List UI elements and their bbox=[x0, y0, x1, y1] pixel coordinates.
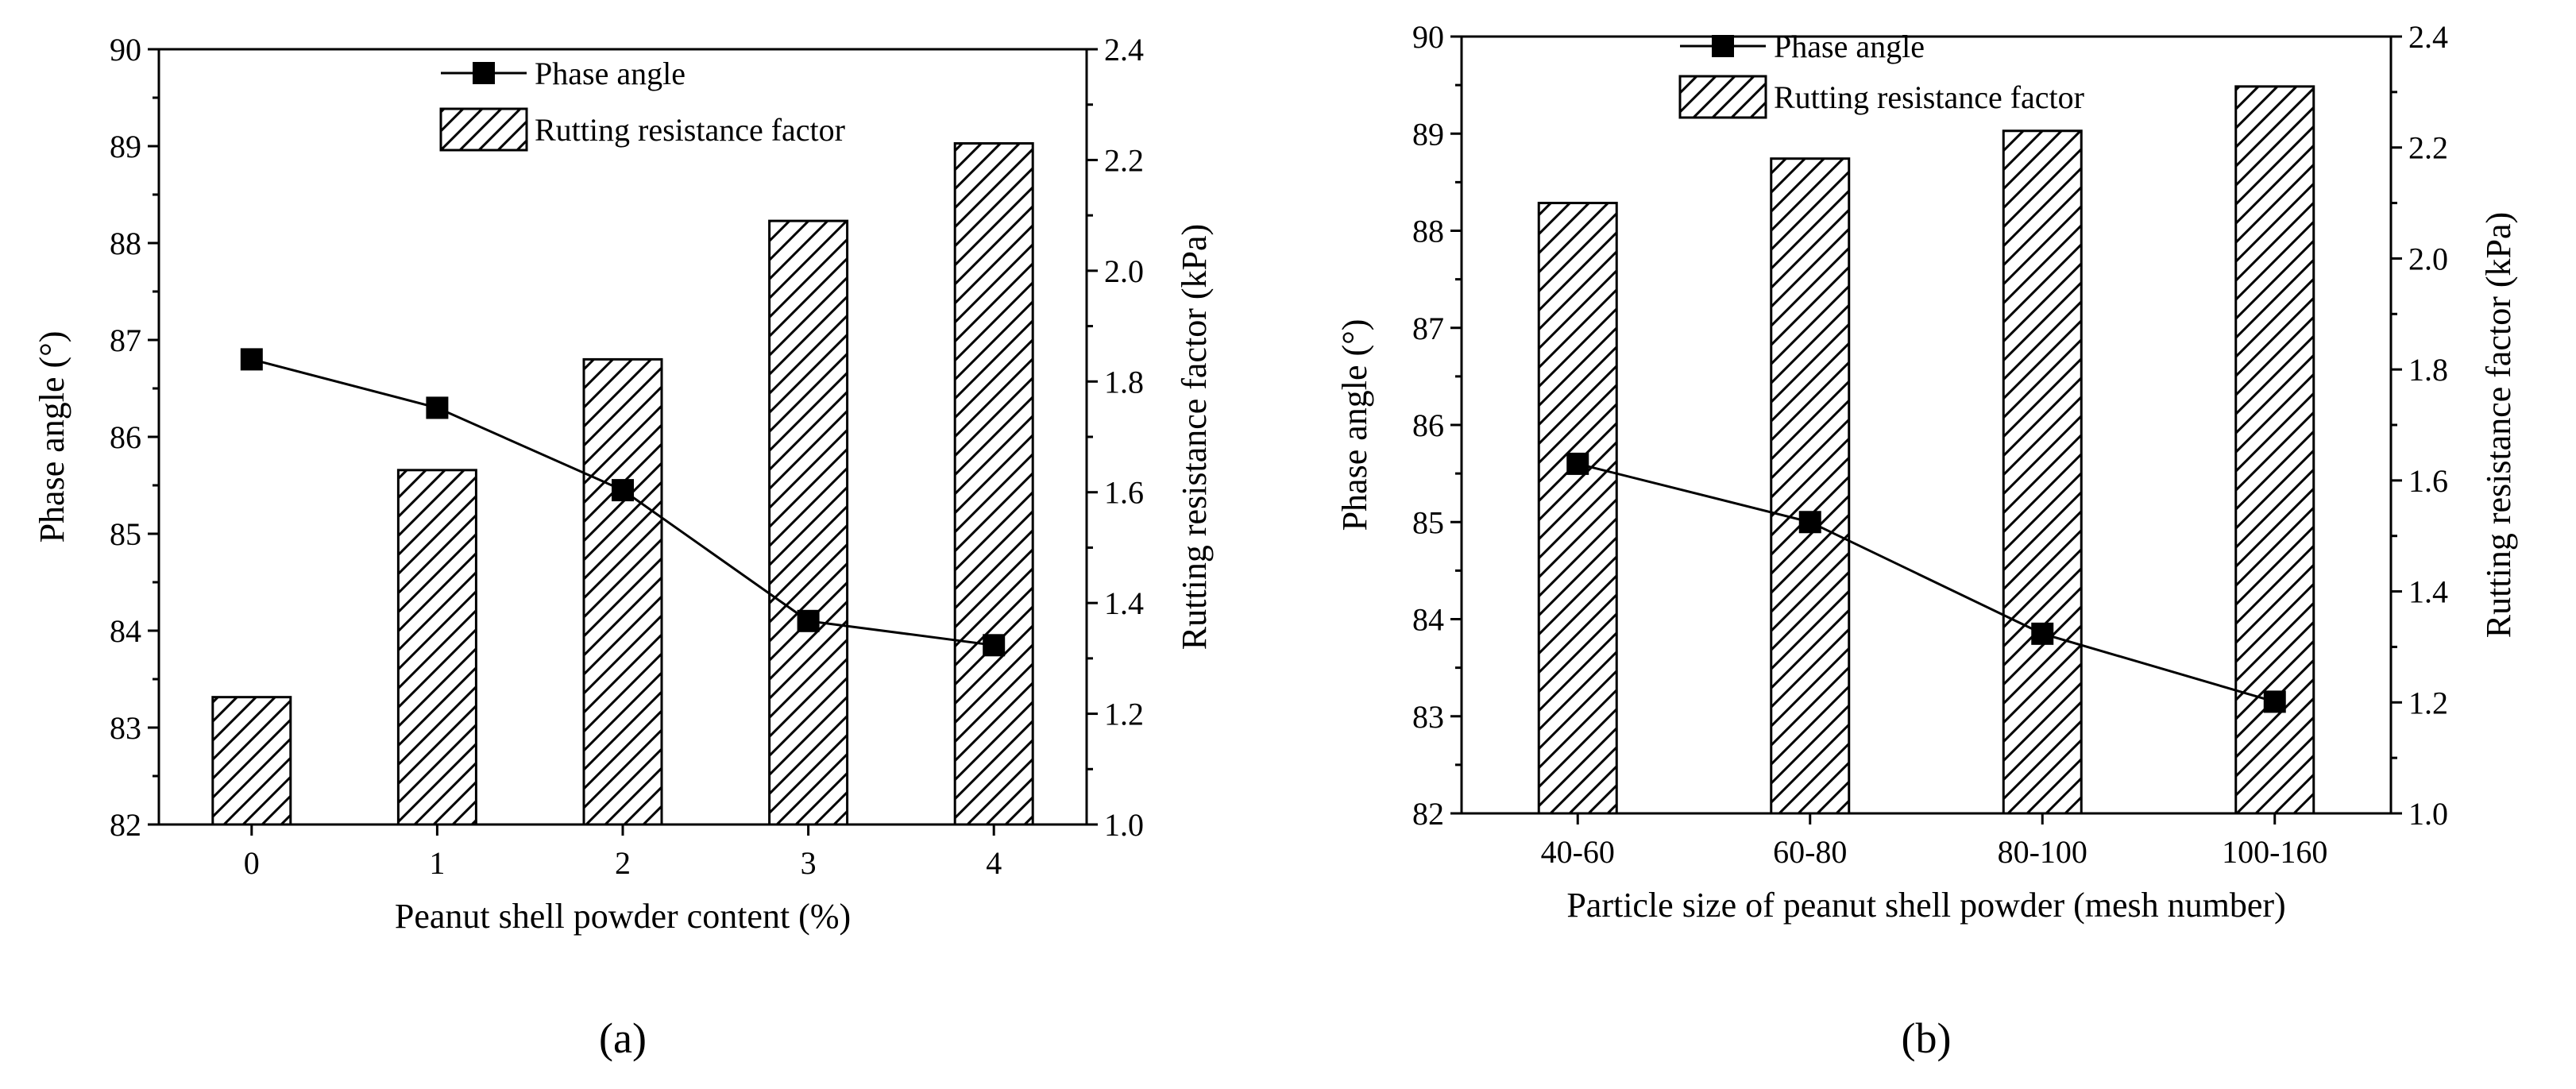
bar-rutting-0 bbox=[1537, 202, 1618, 815]
y2-tick-label: 2.0 bbox=[1104, 253, 1144, 289]
y2-tick-label: 1.8 bbox=[1104, 364, 1144, 400]
y-tick-label: 87 bbox=[110, 322, 141, 358]
y2-tick-label: 1.6 bbox=[1104, 475, 1144, 511]
y2-axis-label: Rutting resistance factor (kPa) bbox=[2479, 212, 2518, 638]
legend-marker-sample bbox=[1712, 35, 1734, 57]
y-tick-label: 82 bbox=[110, 807, 141, 843]
y-tick-label: 86 bbox=[110, 419, 141, 455]
y-tick-label: 89 bbox=[110, 129, 141, 164]
bar-rutting-3 bbox=[768, 219, 849, 826]
y2-tick-label: 1.6 bbox=[2408, 463, 2448, 499]
chart-panel-b: 82 83 84 85 86 87 88 89 90 1.0 1.2 1.4 1.6 1.8 2.0 2.2 2… bbox=[1335, 19, 2518, 1062]
x-axis-label: Particle size of peanut shell powder (me… bbox=[1566, 886, 2285, 925]
y2-tick-label: 1.2 bbox=[1104, 697, 1144, 732]
bar-rutting-4 bbox=[953, 142, 1034, 826]
point-phase-angle-1 bbox=[1798, 511, 1821, 534]
x-tick-label: 0 bbox=[244, 845, 260, 881]
y-tick-label: 90 bbox=[110, 32, 141, 68]
panel-label: (b) bbox=[1902, 1014, 1952, 1062]
legend-bar-sample bbox=[439, 107, 528, 152]
point-phase-angle-3 bbox=[797, 609, 820, 632]
y2-tick-label: 1.8 bbox=[2408, 352, 2448, 388]
y-tick-label: 84 bbox=[110, 613, 141, 649]
y2-tick-label: 1.0 bbox=[1104, 807, 1144, 843]
bar-rutting-1 bbox=[1770, 157, 1851, 815]
bar-rutting-1 bbox=[396, 469, 477, 826]
y-tick-label: 88 bbox=[1412, 214, 1444, 249]
panel-label: (a) bbox=[599, 1014, 647, 1062]
y-tick-label: 89 bbox=[1412, 116, 1444, 152]
y-tick-label: 87 bbox=[1412, 311, 1444, 346]
point-phase-angle-2 bbox=[2031, 622, 2054, 645]
y2-tick-label: 1.2 bbox=[2408, 685, 2448, 720]
y-tick-label: 84 bbox=[1412, 602, 1444, 638]
y-tick-label: 83 bbox=[110, 710, 141, 746]
point-phase-angle-4 bbox=[983, 634, 1006, 657]
point-phase-angle-0 bbox=[240, 348, 263, 371]
legend-label-rutting: Rutting resistance factor bbox=[1774, 79, 2084, 115]
y2-tick-label: 2.4 bbox=[1104, 32, 1144, 68]
y-tick-label: 86 bbox=[1412, 407, 1444, 443]
x-tick-label: 1 bbox=[429, 845, 445, 881]
point-phase-angle-1 bbox=[426, 396, 449, 419]
y2-tick-label: 2.2 bbox=[2408, 130, 2448, 166]
legend-bar-sample bbox=[1678, 75, 1767, 119]
x-tick-label: 80-100 bbox=[1998, 834, 2087, 870]
y-tick-label: 90 bbox=[1412, 19, 1444, 55]
bar-rutting-0 bbox=[211, 696, 292, 826]
y2-tick-label: 1.4 bbox=[1104, 585, 1144, 621]
x-tick-label: 2 bbox=[615, 845, 631, 881]
x-tick-label: 40-60 bbox=[1541, 834, 1615, 870]
point-phase-angle-2 bbox=[612, 479, 634, 502]
chart-panel-a: 82 83 84 85 86 87 88 89 90 1.0 1.2 1.4 1.6 1.8 2.0 2.2 2… bbox=[33, 32, 1214, 1062]
x-tick-label: 4 bbox=[986, 845, 1002, 881]
legend-marker-sample bbox=[473, 62, 495, 84]
x-tick-label: 100-160 bbox=[2222, 834, 2327, 870]
legend-label-rutting: Rutting resistance factor bbox=[535, 112, 845, 148]
y-axis-label: Phase angle (°) bbox=[33, 331, 71, 543]
x-tick-label: 3 bbox=[801, 845, 817, 881]
y-tick-label: 88 bbox=[110, 226, 141, 261]
point-phase-angle-0 bbox=[1566, 452, 1589, 475]
y-tick-label: 85 bbox=[110, 516, 141, 552]
x-tick-label: 60-80 bbox=[1773, 834, 1847, 870]
y-tick-label: 82 bbox=[1412, 796, 1444, 832]
y2-axis-label: Rutting resistance factor (kPa) bbox=[1175, 224, 1214, 650]
bar-rutting-2 bbox=[2002, 129, 2083, 815]
y2-tick-label: 1.0 bbox=[2408, 796, 2448, 832]
legend-label-phase-angle: Phase angle bbox=[535, 56, 686, 91]
y2-tick-label: 2.0 bbox=[2408, 241, 2448, 276]
y2-tick-label: 2.4 bbox=[2408, 19, 2448, 55]
y-tick-label: 83 bbox=[1412, 699, 1444, 735]
y-axis-label: Phase angle (°) bbox=[1335, 319, 1374, 531]
legend-label-phase-angle: Phase angle bbox=[1774, 29, 1925, 64]
y2-tick-label: 2.2 bbox=[1104, 142, 1144, 178]
bar-rutting-2 bbox=[582, 357, 663, 826]
y-tick-label: 85 bbox=[1412, 504, 1444, 540]
line-phase-angle bbox=[1577, 462, 2276, 703]
point-phase-angle-3 bbox=[2263, 690, 2286, 713]
x-axis-label: Peanut shell powder content (%) bbox=[395, 897, 851, 936]
y2-tick-label: 1.4 bbox=[2408, 574, 2448, 610]
